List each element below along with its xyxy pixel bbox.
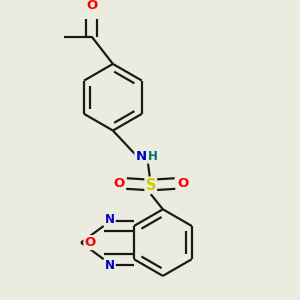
Text: O: O bbox=[85, 236, 96, 249]
Text: O: O bbox=[86, 0, 97, 12]
Text: N: N bbox=[105, 259, 115, 272]
Text: H: H bbox=[148, 150, 158, 163]
Text: N: N bbox=[105, 213, 115, 226]
Text: O: O bbox=[177, 177, 188, 190]
Text: O: O bbox=[113, 177, 124, 190]
Text: S: S bbox=[146, 178, 156, 193]
Text: N: N bbox=[135, 150, 146, 163]
